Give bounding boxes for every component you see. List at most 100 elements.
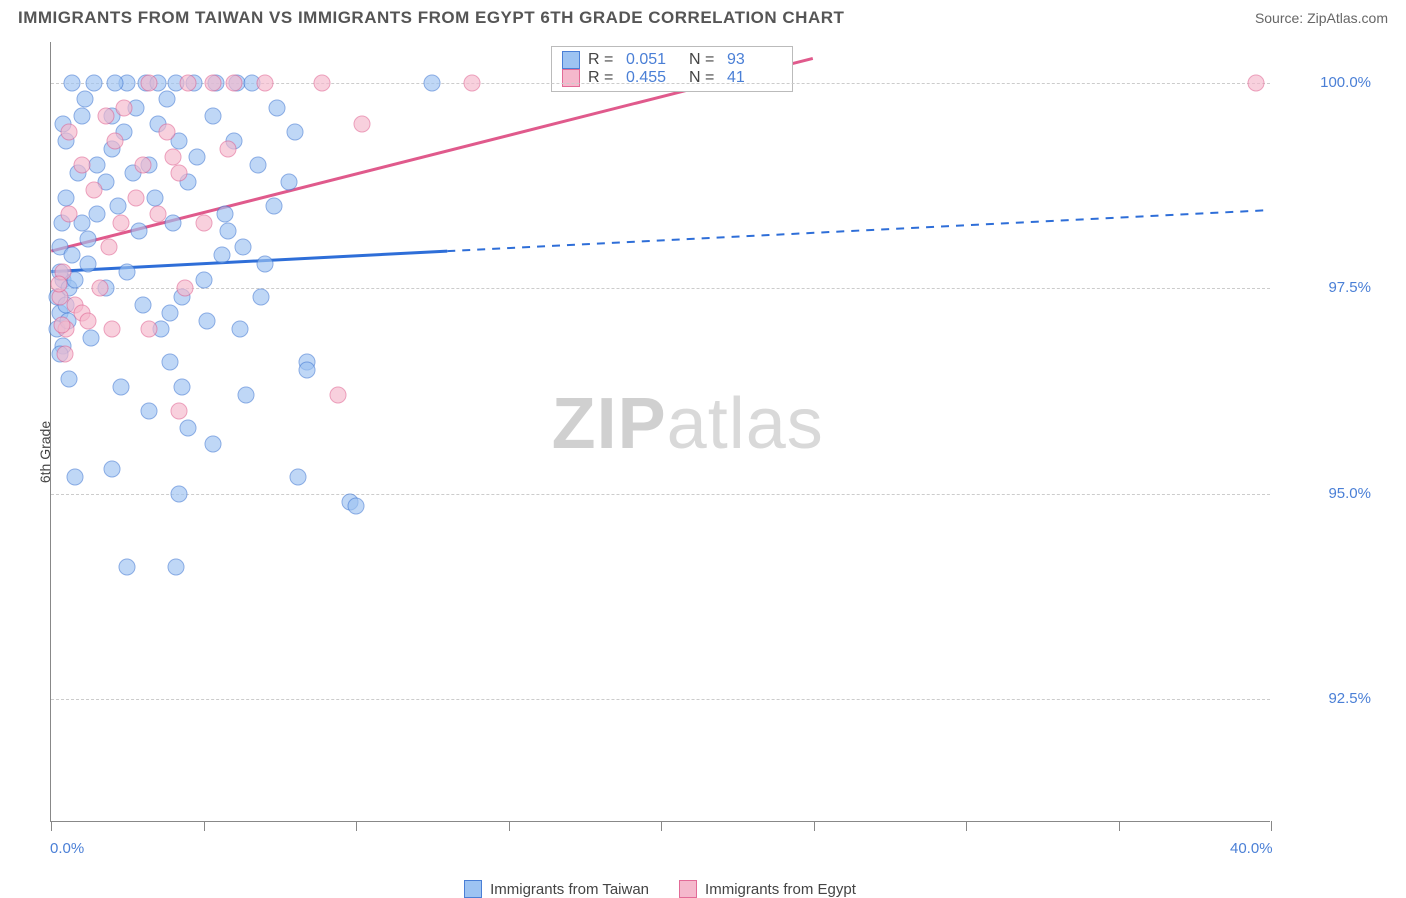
data-point: [67, 469, 84, 486]
data-point: [256, 255, 273, 272]
x-tick: [814, 821, 815, 831]
data-point: [107, 132, 124, 149]
data-point: [204, 436, 221, 453]
data-point: [104, 321, 121, 338]
data-point: [53, 317, 70, 334]
data-point: [265, 198, 282, 215]
y-tick-label: 95.0%: [1291, 485, 1371, 502]
y-tick-label: 100.0%: [1291, 74, 1371, 91]
x-tick: [356, 821, 357, 831]
legend-swatch-egypt-b: [679, 880, 697, 898]
grid-line: [51, 494, 1270, 495]
data-point: [198, 313, 215, 330]
data-point: [91, 280, 108, 297]
data-point: [119, 559, 136, 576]
data-point: [424, 75, 441, 92]
chart-container: 6th Grade ZIPatlas R = 0.051 N = 93 R = …: [50, 42, 1390, 862]
data-point: [204, 107, 221, 124]
legend-swatch-taiwan-b: [464, 880, 482, 898]
data-point: [79, 231, 96, 248]
legend-row-egypt: R = 0.455 N = 41: [562, 69, 782, 87]
data-point: [165, 214, 182, 231]
data-point: [180, 419, 197, 436]
data-point: [354, 116, 371, 133]
data-point: [314, 75, 331, 92]
data-point: [189, 148, 206, 165]
legend-item-taiwan: Immigrants from Taiwan: [464, 880, 649, 898]
data-point: [463, 75, 480, 92]
data-point: [168, 559, 185, 576]
data-point: [140, 75, 157, 92]
data-point: [107, 75, 124, 92]
data-point: [213, 247, 230, 264]
y-tick-label: 92.5%: [1291, 690, 1371, 707]
data-point: [348, 497, 365, 514]
data-point: [134, 296, 151, 313]
data-point: [219, 222, 236, 239]
data-point: [195, 214, 212, 231]
grid-line: [51, 699, 1270, 700]
data-point: [180, 75, 197, 92]
data-point: [238, 387, 255, 404]
data-point: [1247, 75, 1264, 92]
data-point: [119, 263, 136, 280]
data-point: [146, 190, 163, 207]
data-point: [64, 75, 81, 92]
data-point: [171, 165, 188, 182]
data-point: [140, 321, 157, 338]
data-point: [226, 75, 243, 92]
data-point: [290, 469, 307, 486]
x-tick: [51, 821, 52, 831]
data-point: [61, 206, 78, 223]
data-point: [97, 107, 114, 124]
watermark: ZIPatlas: [552, 382, 824, 464]
data-point: [110, 198, 127, 215]
data-point: [128, 190, 145, 207]
legend-row-taiwan: R = 0.051 N = 93: [562, 51, 782, 69]
x-tick: [966, 821, 967, 831]
data-point: [88, 206, 105, 223]
data-point: [232, 321, 249, 338]
data-point: [85, 75, 102, 92]
data-point: [299, 362, 316, 379]
data-point: [149, 206, 166, 223]
chart-source: Source: ZipAtlas.com: [1255, 10, 1388, 26]
data-point: [79, 313, 96, 330]
legend-swatch-egypt: [562, 69, 580, 87]
data-point: [158, 91, 175, 108]
x-tick: [204, 821, 205, 831]
data-point: [165, 148, 182, 165]
data-point: [100, 239, 117, 256]
x-tick: [509, 821, 510, 831]
data-point: [268, 99, 285, 116]
x-tick: [1271, 821, 1272, 831]
data-point: [50, 276, 67, 293]
chart-title: IMMIGRANTS FROM TAIWAN VS IMMIGRANTS FRO…: [18, 8, 844, 28]
data-point: [216, 206, 233, 223]
data-point: [161, 354, 178, 371]
data-point: [58, 190, 75, 207]
data-point: [161, 304, 178, 321]
data-point: [204, 75, 221, 92]
data-point: [280, 173, 297, 190]
data-point: [56, 346, 73, 363]
x-axis-label-max: 40.0%: [1230, 840, 1273, 857]
data-point: [195, 272, 212, 289]
data-point: [79, 255, 96, 272]
data-point: [253, 288, 270, 305]
data-point: [171, 485, 188, 502]
data-point: [104, 460, 121, 477]
data-point: [174, 378, 191, 395]
data-point: [134, 157, 151, 174]
data-point: [235, 239, 252, 256]
x-axis-label-min: 0.0%: [50, 840, 84, 857]
y-tick-label: 97.5%: [1291, 279, 1371, 296]
data-point: [82, 329, 99, 346]
legend-swatch-taiwan: [562, 51, 580, 69]
data-point: [116, 99, 133, 116]
data-point: [61, 370, 78, 387]
data-point: [256, 75, 273, 92]
grid-line: [51, 288, 1270, 289]
data-point: [73, 157, 90, 174]
data-point: [76, 91, 93, 108]
